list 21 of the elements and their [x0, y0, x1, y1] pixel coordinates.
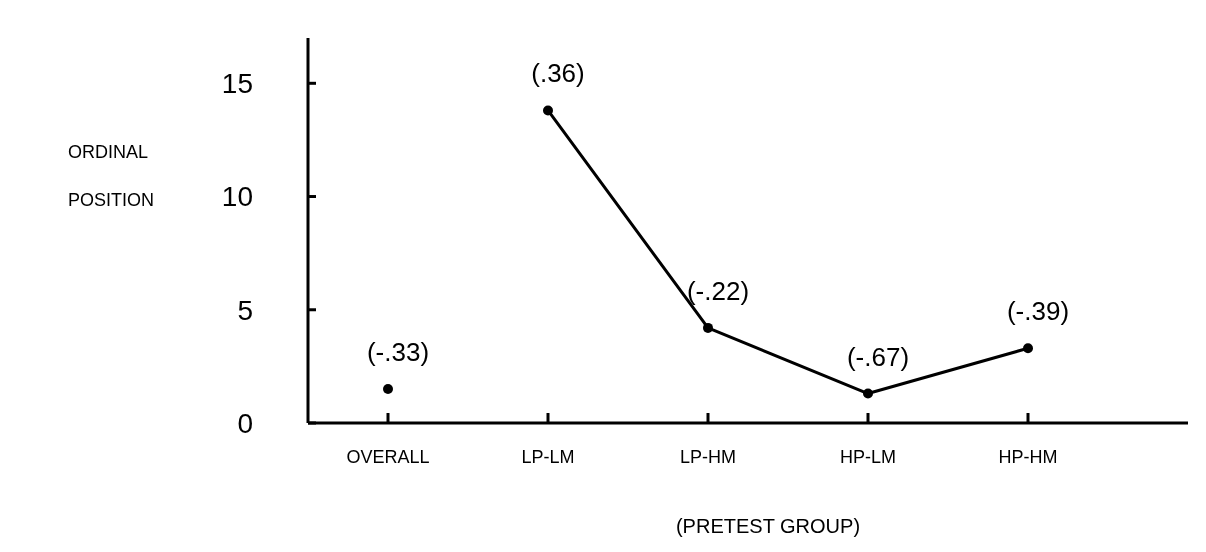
point — [703, 322, 713, 333]
text: ORDINAL POSITION — [68, 142, 155, 210]
annotation: (-.39) — [1006, 296, 1070, 327]
x-tick-label: OVERALL — [346, 447, 430, 467]
annotation: (-.67) — [846, 341, 910, 372]
point — [383, 384, 393, 395]
y-tick-label: 0 — [237, 407, 253, 439]
point — [863, 388, 873, 399]
y-tick-label: 5 — [237, 294, 253, 326]
annotation: (.36) — [531, 58, 585, 89]
x-axis-title: (PRETEST GROUP) — [675, 515, 861, 537]
y-tick-label: 15 — [221, 68, 253, 100]
annotation: (-.22) — [686, 275, 750, 306]
x-tick-label: HP-HM — [998, 447, 1058, 467]
x-tick-label: LP-HM — [679, 447, 737, 467]
x-tick-label: LP-LM — [521, 447, 575, 467]
y-tick-label: 10 — [221, 181, 253, 213]
point — [1023, 343, 1033, 354]
annotation: (-.33) — [366, 337, 430, 368]
point — [543, 105, 553, 116]
x-tick-label: HP-LM — [839, 447, 897, 467]
